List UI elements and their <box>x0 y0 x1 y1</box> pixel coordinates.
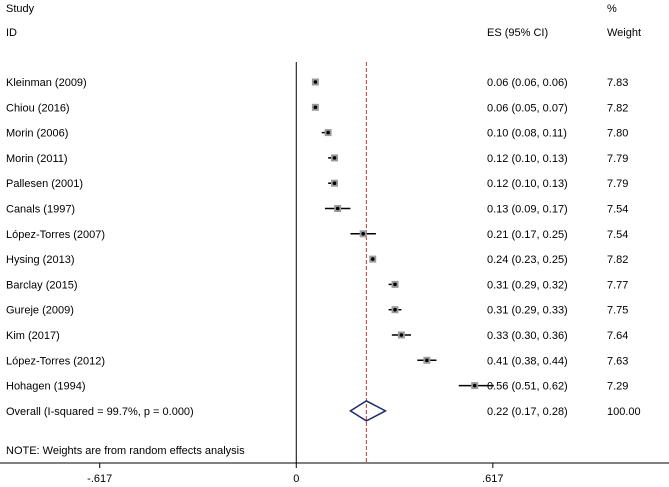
study-row: Hohagen (1994) 0.56 (0.51, 0.62) 7.29 <box>6 381 628 393</box>
header-es-ci: ES (95% CI) <box>487 27 548 39</box>
study-label: Hohagen (1994) <box>6 381 86 393</box>
point-estimate <box>425 358 429 363</box>
weight-value: 7.80 <box>607 128 628 140</box>
es-ci-value: 0.12 (0.10, 0.13) <box>487 178 568 190</box>
study-row: Morin (2011) 0.12 (0.10, 0.13) 7.79 <box>6 153 628 165</box>
overall-row: Overall (I-squared = 99.7%, p = 0.000) 0.… <box>6 400 641 422</box>
weight-value: 7.77 <box>607 279 628 291</box>
es-ci-value: 0.13 (0.09, 0.17) <box>487 204 568 216</box>
weight-value: 7.64 <box>607 330 628 342</box>
weight-value: 7.82 <box>607 102 628 114</box>
point-estimate <box>393 307 397 312</box>
study-label: Gureje (2009) <box>6 305 74 317</box>
study-label: Hysing (2013) <box>6 254 74 266</box>
study-label: López-Torres (2012) <box>6 355 105 367</box>
study-row: Gureje (2009) 0.31 (0.29, 0.33) 7.75 <box>6 305 628 317</box>
study-label: Canals (1997) <box>6 204 75 216</box>
study-rows: Kleinman (2009) 0.06 (0.06, 0.06) 7.83 Chio… <box>6 77 628 393</box>
weight-value: 7.54 <box>607 204 628 216</box>
x-tick-label: 0 <box>293 473 299 485</box>
weight-value: 7.54 <box>607 229 628 241</box>
point-estimate <box>313 105 318 110</box>
study-label: Kleinman (2009) <box>6 77 87 89</box>
es-ci-value: 0.31 (0.29, 0.33) <box>487 305 568 317</box>
weight-value: 7.79 <box>607 178 628 190</box>
es-ci-value: 0.24 (0.23, 0.25) <box>487 254 568 266</box>
note-text: NOTE: Weights are from random effects an… <box>6 445 245 457</box>
study-row: Kleinman (2009) 0.06 (0.06, 0.06) 7.83 <box>6 77 628 89</box>
point-estimate <box>313 80 318 84</box>
es-ci-value: 0.06 (0.06, 0.06) <box>487 77 568 89</box>
overall-label: Overall (I-squared = 99.7%, p = 0.000) <box>6 406 194 418</box>
overall-weight: 100.00 <box>607 406 641 418</box>
point-estimate <box>332 156 337 160</box>
study-row: Chiou (2016) 0.06 (0.05, 0.07) 7.82 <box>6 102 628 114</box>
point-estimate <box>326 130 330 135</box>
weight-value: 7.63 <box>607 355 628 367</box>
study-row: Hysing (2013) 0.24 (0.23, 0.25) 7.82 <box>6 254 628 266</box>
study-row: López-Torres (2007) 0.21 (0.17, 0.25) 7.54 <box>6 229 628 241</box>
es-ci-value: 0.06 (0.05, 0.07) <box>487 102 568 114</box>
overall-diamond <box>349 400 388 422</box>
study-label: Morin (2006) <box>6 128 68 140</box>
study-label: Chiou (2016) <box>6 102 70 114</box>
header-study: Study <box>6 3 35 15</box>
es-ci-value: 0.33 (0.30, 0.36) <box>487 330 568 342</box>
study-row: Canals (1997) 0.13 (0.09, 0.17) 7.54 <box>6 204 628 216</box>
plot-frame <box>295 62 367 463</box>
header-weight-percent: % <box>607 3 617 15</box>
weight-value: 7.83 <box>607 77 628 89</box>
study-row: Pallesen (2001) 0.12 (0.10, 0.13) 7.79 <box>6 178 628 190</box>
study-row: Morin (2006) 0.10 (0.08, 0.11) 7.80 <box>6 128 628 140</box>
es-ci-value: 0.56 (0.51, 0.62) <box>487 381 568 393</box>
study-label: Morin (2011) <box>6 153 68 165</box>
point-estimate <box>361 232 365 236</box>
overall-es-ci: 0.22 (0.17, 0.28) <box>487 406 568 418</box>
study-label: López-Torres (2007) <box>6 229 105 241</box>
weight-value: 7.75 <box>607 305 628 317</box>
point-estimate <box>332 181 337 185</box>
header-id: ID <box>6 27 17 39</box>
x-tick-label: .617 <box>482 473 503 485</box>
x-axis: -.617 0 .617 <box>0 462 669 485</box>
point-estimate <box>399 333 404 337</box>
study-label: Pallesen (2001) <box>6 178 83 190</box>
weight-value: 7.29 <box>607 381 628 393</box>
x-tick-label: -.617 <box>87 473 112 485</box>
weight-value: 7.82 <box>607 254 628 266</box>
header-weight: Weight <box>607 27 641 39</box>
es-ci-value: 0.12 (0.10, 0.13) <box>487 153 568 165</box>
point-estimate <box>472 383 477 388</box>
study-label: Barclay (2015) <box>6 279 78 291</box>
es-ci-value: 0.31 (0.29, 0.32) <box>487 279 568 291</box>
point-estimate <box>370 257 375 261</box>
point-estimate <box>393 282 397 287</box>
study-row: Barclay (2015) 0.31 (0.29, 0.32) 7.77 <box>6 279 628 291</box>
study-row: López-Torres (2012) 0.41 (0.38, 0.44) 7.63 <box>6 355 628 367</box>
es-ci-value: 0.41 (0.38, 0.44) <box>487 355 568 367</box>
es-ci-value: 0.21 (0.17, 0.25) <box>487 229 568 241</box>
es-ci-value: 0.10 (0.08, 0.11) <box>487 128 567 140</box>
point-estimate <box>335 206 340 211</box>
study-row: Kim (2017) 0.33 (0.30, 0.36) 7.64 <box>6 330 628 342</box>
weight-value: 7.79 <box>607 153 628 165</box>
study-label: Kim (2017) <box>6 330 60 342</box>
